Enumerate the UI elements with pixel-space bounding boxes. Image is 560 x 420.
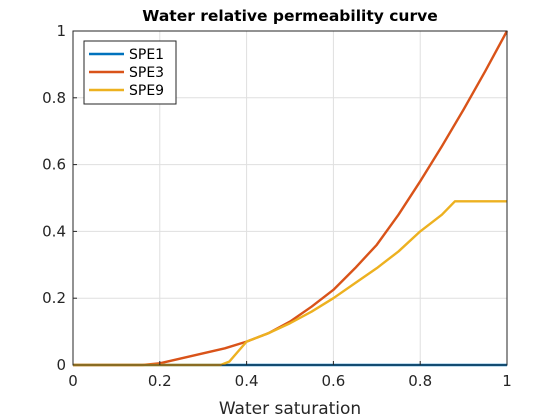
legend-label-spe9: SPE9 [129, 83, 164, 99]
x-tick-label: 0.2 [148, 372, 172, 390]
series-line-spe9 [73, 200, 507, 367]
x-tick-label: 0.8 [408, 372, 432, 390]
legend: SPE1 SPE3 SPE9 [83, 40, 177, 105]
x-tick-label: 0.4 [235, 372, 259, 390]
x-tick-label: 0 [68, 372, 78, 390]
y-tick-label: 0.8 [42, 89, 66, 107]
y-tick-label: 1 [56, 22, 66, 40]
x-tick-label: 1 [502, 372, 512, 390]
x-tick-label: 0.6 [321, 372, 345, 390]
plot-frame [72, 30, 508, 366]
y-tick-label: 0.6 [42, 156, 66, 174]
y-tick-label: 0.4 [42, 222, 66, 240]
y-tick-label: 0 [56, 356, 66, 374]
legend-label-spe3: SPE3 [129, 65, 164, 81]
chart-title: Water relative permeability curve [142, 7, 437, 25]
series-line-spe3 [73, 30, 509, 367]
x-axis-label: Water saturation [219, 399, 361, 419]
axis-ticks: 0 0.2 0.4 0.6 0.8 1 0 0.2 0.4 0.6 0.8 1 [42, 22, 512, 390]
legend-label-spe1: SPE1 [129, 47, 164, 63]
y-tick-label: 0.2 [42, 289, 66, 307]
